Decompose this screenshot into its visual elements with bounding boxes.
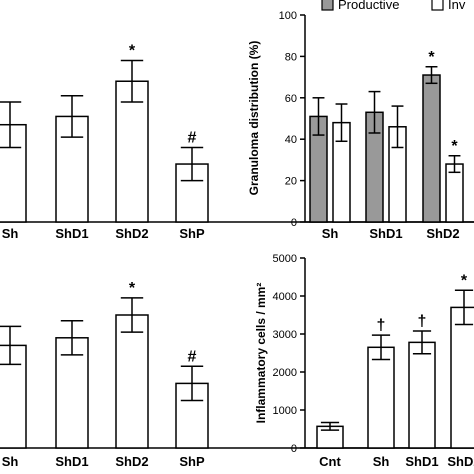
cat-0-bar: [0, 344, 27, 449]
y-axis-label: Granuloma distribution (%): [247, 41, 261, 196]
x-category-label: ShP: [179, 226, 205, 241]
x-category-label: ShD2: [115, 454, 148, 469]
y-axis-label: Inflammatory cells / mm²: [254, 283, 268, 424]
panel-top-right: 0 20 40 60 80 100 Granuloma distribution (%) Sh…: [247, 0, 474, 241]
x-category-label: ShD2: [115, 226, 148, 241]
x-category-label: ShD1: [369, 226, 402, 241]
legend-label: Inv: [448, 0, 466, 12]
y-tick-label: 4000: [273, 291, 297, 303]
y-tick-label: 5000: [273, 253, 297, 265]
y-tick-label: 1000: [273, 405, 297, 417]
legend-label: Productive: [338, 0, 399, 12]
x-category-label: ShD1: [405, 454, 438, 469]
series-0-bar: [422, 74, 441, 223]
cat-1-bar: [367, 346, 395, 449]
x-category-label: ShD2: [426, 226, 459, 241]
cat-1-bar: [55, 337, 89, 449]
panel-top-left: Sh ShD1 * ShD2 # ShP: [0, 43, 474, 241]
x-category-label: ShP: [179, 454, 205, 469]
cat-2-significance-mark: †: [418, 313, 427, 330]
x-category-label: ShD2: [447, 454, 474, 469]
y-tick-label: 0: [291, 217, 297, 229]
panel-bottom-left: Sh ShD1 * ShD2 # ShP: [0, 280, 474, 469]
cat-2-significance-mark: *: [129, 280, 136, 297]
y-tick-label: 60: [285, 93, 297, 105]
cat-3-bar: [450, 306, 474, 449]
series-0-significance-mark: *: [428, 49, 435, 66]
x-category-label: Sh: [322, 226, 339, 241]
cat-3-significance-mark: *: [461, 272, 468, 289]
y-tick-label: 40: [285, 134, 297, 146]
cat-2-significance-mark: *: [129, 43, 136, 60]
cat-2-bar: [115, 314, 149, 449]
x-category-label: Sh: [2, 454, 19, 469]
cat-1-significance-mark: †: [377, 317, 386, 334]
legend-swatch: [431, 0, 444, 11]
cat-2-bar: [115, 80, 149, 223]
x-category-label: Sh: [373, 454, 390, 469]
y-tick-label: 20: [285, 176, 297, 188]
y-tick-label: 100: [279, 10, 297, 22]
y-tick-label: 80: [285, 51, 297, 63]
cat-3-bar: [175, 382, 209, 449]
x-category-label: Cnt: [319, 454, 341, 469]
cat-3-significance-mark: #: [188, 129, 197, 146]
series-1-significance-mark: *: [451, 138, 458, 155]
x-category-label: Sh: [2, 226, 19, 241]
cat-3-significance-mark: #: [188, 348, 197, 365]
cat-0-bar: [0, 123, 27, 223]
y-tick-label: 0: [291, 443, 297, 455]
panel-bottom-right: 0 1000 2000 3000 4000 5000 Inflammatory cells …: [254, 253, 474, 469]
y-tick-label: 2000: [273, 367, 297, 379]
x-category-label: ShD1: [55, 226, 88, 241]
x-category-label: ShD1: [55, 454, 88, 469]
cat-2-bar: [408, 341, 436, 449]
y-tick-label: 3000: [273, 329, 297, 341]
legend-swatch: [321, 0, 334, 11]
